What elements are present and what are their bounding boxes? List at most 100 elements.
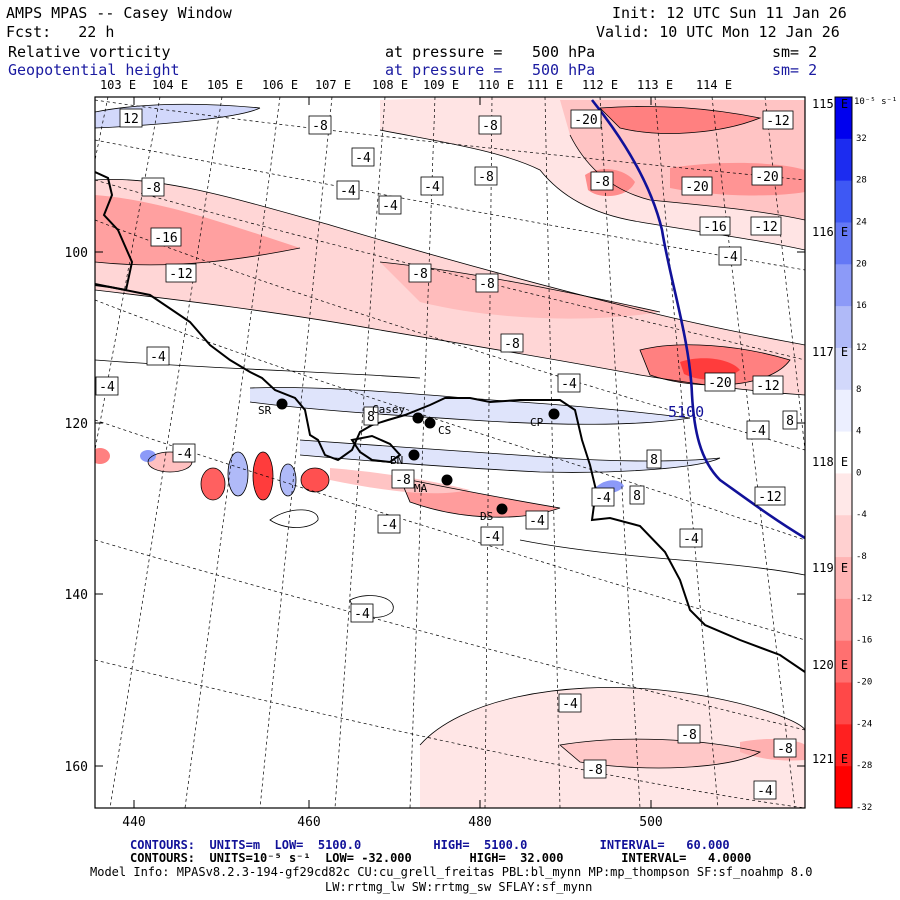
right-longitude-label: 119 E: [812, 561, 848, 575]
y-tick-label: 160: [65, 760, 88, 775]
colorbar-segment: [835, 431, 852, 474]
svg-text:-20: -20: [708, 376, 731, 391]
contour-label: -4: [753, 780, 777, 800]
map-frame: [94, 96, 806, 809]
axis-ticks: 100 120 140 160 440 460 480 500: [65, 97, 805, 830]
station-marker: CS: [424, 417, 451, 437]
longitude-label: 110 E: [478, 78, 514, 92]
contour-label: -4: [350, 603, 374, 623]
contour-label: -8: [391, 469, 415, 489]
svg-text:-4: -4: [99, 380, 115, 395]
field1-smooth: sm= 2: [772, 43, 818, 61]
longitude-label: 109 E: [423, 78, 459, 92]
vorticity-cell: [95, 448, 110, 464]
svg-text:-8: -8: [412, 267, 428, 282]
contour-label: -4: [480, 526, 504, 546]
station-label: Casey: [372, 403, 405, 416]
colorbar-label: -8: [856, 552, 867, 562]
contour-label: -8: [500, 333, 524, 353]
station-dot: [412, 412, 424, 424]
contour-label: -8: [773, 738, 797, 758]
longitude-label: 107 E: [315, 78, 351, 92]
contour-label: -4: [351, 147, 375, 167]
contour-label: 8: [646, 449, 662, 469]
vorticity-cell: [280, 464, 296, 496]
station-marker: BN: [390, 449, 420, 467]
longitude-label: 112 E: [582, 78, 618, 92]
valid-time: Valid: 10 UTC Mon 12 Jan 26: [596, 23, 840, 41]
svg-text:-8: -8: [479, 277, 495, 292]
colorbar-label: 24: [856, 217, 867, 227]
svg-text:-4: -4: [382, 199, 398, 214]
svg-text:-4: -4: [355, 151, 371, 166]
contour-label: -12: [754, 486, 786, 506]
contour-label: -12: [762, 110, 794, 130]
station-label: SR: [258, 404, 272, 417]
colorbar-label: -16: [856, 636, 872, 646]
contour-label: -8: [583, 759, 607, 779]
svg-text:-8: -8: [482, 119, 498, 134]
vorticity-negative-band: [560, 739, 760, 768]
longitude-label: 113 E: [637, 78, 673, 92]
contour-label: -12: [165, 263, 197, 283]
field1-pressure: 500 hPa: [532, 43, 596, 61]
geopotential-height-label: 5100: [668, 403, 704, 421]
svg-text:-4: -4: [484, 530, 500, 545]
station-marker: CP: [530, 408, 560, 429]
svg-text:8: 8: [633, 489, 641, 504]
colorbar-segment: [835, 222, 852, 265]
colorbar-segment: [835, 640, 852, 684]
vorticity-cell: [228, 452, 248, 496]
station-marker: SR: [258, 398, 288, 417]
svg-text:-8: -8: [145, 181, 161, 196]
svg-text:-4: -4: [683, 532, 699, 547]
svg-text:-4: -4: [176, 447, 192, 462]
contour-label: 12: [119, 108, 143, 128]
x-tick-label: 440: [122, 815, 145, 830]
colorbar-label: 32: [856, 134, 867, 144]
station-label: DS: [480, 510, 493, 523]
svg-text:-4: -4: [562, 697, 578, 712]
colorbar-label: -24: [856, 719, 872, 729]
station-label: BN: [390, 454, 403, 467]
station-dot: [424, 417, 436, 429]
colorbar-label: 28: [856, 176, 867, 186]
longitude-label: 111 E: [527, 78, 563, 92]
plot-title: AMPS MPAS -- Casey Window: [6, 4, 232, 22]
colorbar-segment: [835, 766, 852, 809]
svg-text:-4: -4: [424, 180, 440, 195]
colorbar-label: -20: [856, 678, 872, 688]
vorticity-cell: [140, 450, 156, 462]
contour-label: -20: [570, 109, 602, 129]
station-marker: DS: [480, 503, 508, 523]
svg-text:-12: -12: [758, 490, 781, 505]
contour-label: -8: [141, 177, 165, 197]
colorbar-segment: [835, 557, 852, 600]
svg-text:12: 12: [123, 112, 139, 127]
svg-text:-16: -16: [154, 231, 177, 246]
contour-label: -8: [590, 171, 614, 191]
svg-text:-4: -4: [757, 784, 773, 799]
field2-pressure-label: at pressure =: [385, 61, 503, 79]
contour-label: -20: [681, 176, 713, 196]
colorbar: 32 28 24 20 16 12 8 4 0 -4 -8 -12 -16 -20 -24 -28 -32 10⁻…: [834, 96, 897, 813]
svg-text:-4: -4: [381, 518, 397, 533]
coastline: [95, 171, 805, 673]
x-tick-label: 460: [297, 815, 320, 830]
colorbar-segment: [835, 515, 852, 558]
colorbar-label: -28: [856, 761, 872, 771]
longitude-label: 106 E: [262, 78, 298, 92]
model-info-radiation: LW:rrtmg_lw SW:rrtmg_sw SFLAY:sf_mynn: [325, 880, 593, 894]
svg-text:-12: -12: [169, 267, 192, 282]
y-tick-label: 100: [65, 246, 88, 261]
svg-text:-4: -4: [354, 607, 370, 622]
vorticity-cell: [201, 468, 225, 500]
right-longitude-labels: 115 E 116 E 117 E 118 E 119 E 120 E 121 E: [812, 97, 848, 766]
svg-text:-12: -12: [754, 220, 777, 235]
contour-label: -20: [704, 372, 736, 392]
svg-text:-16: -16: [703, 220, 726, 235]
svg-text:-4: -4: [595, 491, 611, 506]
colorbar-label: -12: [856, 594, 872, 604]
vorticity-negative-band: [600, 106, 760, 134]
